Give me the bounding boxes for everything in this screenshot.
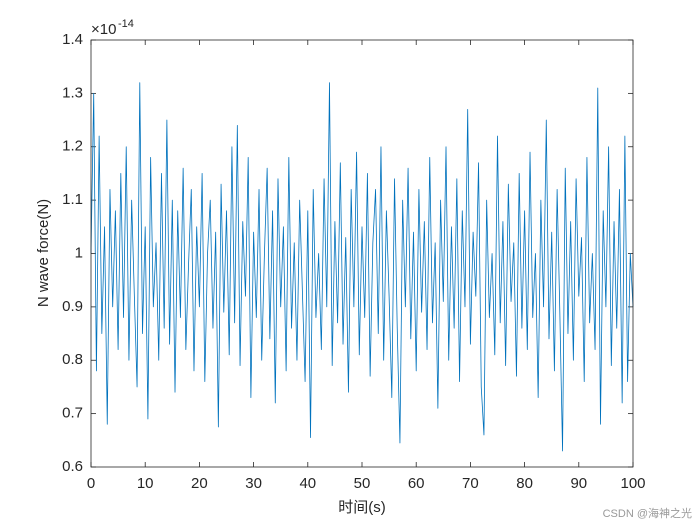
x-tick-label: 30: [245, 475, 262, 492]
y-tick-label: 0.8: [62, 351, 83, 368]
x-tick-label: 10: [137, 475, 154, 492]
y-axis-label: N wave force(N): [35, 199, 52, 307]
y-tick-label: 0.6: [62, 458, 83, 475]
x-tick-label: 40: [299, 475, 316, 492]
y-tick-label: 1.3: [62, 84, 83, 101]
y-tick-label: 0.7: [62, 405, 83, 422]
watermark: CSDN @海神之光: [603, 506, 692, 520]
plot-area: [91, 40, 633, 467]
x-tick-label: 60: [408, 475, 425, 492]
x-tick-label: 100: [620, 475, 645, 492]
data-line: [90, 82, 634, 452]
x-tick-label: 20: [191, 475, 208, 492]
y-tick-label: 1: [75, 244, 83, 261]
x-axis-label: 时间(s): [338, 499, 386, 516]
y-multiplier: ×10: [91, 21, 116, 38]
y-tick-label: 1.4: [62, 31, 83, 48]
x-tick-label: 70: [462, 475, 479, 492]
y-tick-label: 1.1: [62, 191, 83, 208]
y-tick-label: 0.9: [62, 298, 83, 315]
y-tick-label: 1.2: [62, 138, 83, 155]
x-tick-label: 90: [570, 475, 587, 492]
x-tick-label: 50: [354, 475, 371, 492]
x-tick-label: 0: [87, 475, 95, 492]
x-tick-label: 80: [516, 475, 533, 492]
y-exponent: -14: [118, 18, 134, 30]
axes-box: [90, 39, 634, 468]
